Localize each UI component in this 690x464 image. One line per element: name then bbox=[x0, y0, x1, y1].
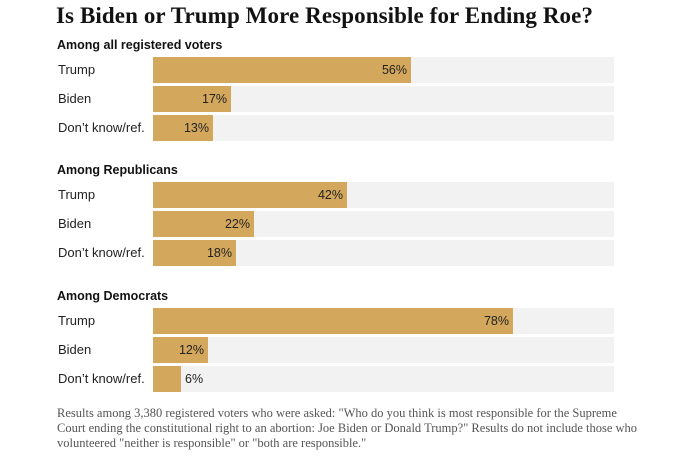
bar bbox=[153, 182, 347, 208]
bar-track: 18% bbox=[153, 240, 614, 266]
bar-row: Biden 12% bbox=[0, 337, 690, 363]
footnote: Results among 3,380 registered voters wh… bbox=[57, 406, 638, 450]
bar-row: Trump 78% bbox=[0, 308, 690, 334]
bar bbox=[153, 211, 254, 237]
bar-value-label: 78% bbox=[483, 314, 509, 328]
bar-track: 12% bbox=[153, 337, 614, 363]
bar-value-label: 17% bbox=[201, 92, 227, 106]
bar-row: Don’t know/ref. 18% bbox=[0, 240, 690, 266]
bar-value-label: 6% bbox=[185, 372, 204, 386]
bar-track: 78% bbox=[153, 308, 614, 334]
row-label: Don’t know/ref. bbox=[58, 120, 145, 135]
bar-row: Trump 56% bbox=[0, 57, 690, 83]
bar bbox=[153, 115, 213, 141]
bar-row: Trump 42% bbox=[0, 182, 690, 208]
bar bbox=[153, 308, 513, 334]
group-title: Among all registered voters bbox=[57, 38, 223, 52]
row-label: Biden bbox=[58, 91, 92, 106]
bar-value-label: 18% bbox=[206, 246, 232, 260]
bar bbox=[153, 366, 181, 392]
bar-value-label: 12% bbox=[178, 343, 204, 357]
bar-row: Don’t know/ref. 13% bbox=[0, 115, 690, 141]
bar-track: 13% bbox=[153, 115, 614, 141]
row-label: Trump bbox=[58, 313, 96, 328]
bar-value-label: 42% bbox=[317, 188, 343, 202]
row-label: Don’t know/ref. bbox=[58, 371, 145, 386]
bar-row: Don’t know/ref. 6% bbox=[0, 366, 690, 392]
row-label: Biden bbox=[58, 216, 92, 231]
chart-title: Is Biden or Trump More Responsible for E… bbox=[56, 3, 594, 28]
row-label: Biden bbox=[58, 342, 92, 357]
bar-track: 17% bbox=[153, 86, 614, 112]
row-label: Don’t know/ref. bbox=[58, 245, 145, 260]
bar-row: Biden 22% bbox=[0, 211, 690, 237]
group-title: Among Democrats bbox=[57, 289, 169, 303]
bar bbox=[153, 86, 231, 112]
row-label: Trump bbox=[58, 62, 96, 77]
bar-value-label: 13% bbox=[183, 121, 209, 135]
bar bbox=[153, 240, 236, 266]
bar bbox=[153, 337, 208, 363]
row-label: Trump bbox=[58, 187, 96, 202]
bar-value-label: 56% bbox=[381, 63, 407, 77]
bar-track: 22% bbox=[153, 211, 614, 237]
bar-value-label: 22% bbox=[224, 217, 250, 231]
bar-track: 56% bbox=[153, 57, 614, 83]
bar-row: Biden 17% bbox=[0, 86, 690, 112]
bar bbox=[153, 57, 411, 83]
bar-track: 6% bbox=[153, 366, 614, 392]
bar-track: 42% bbox=[153, 182, 614, 208]
group-title: Among Republicans bbox=[57, 163, 178, 177]
